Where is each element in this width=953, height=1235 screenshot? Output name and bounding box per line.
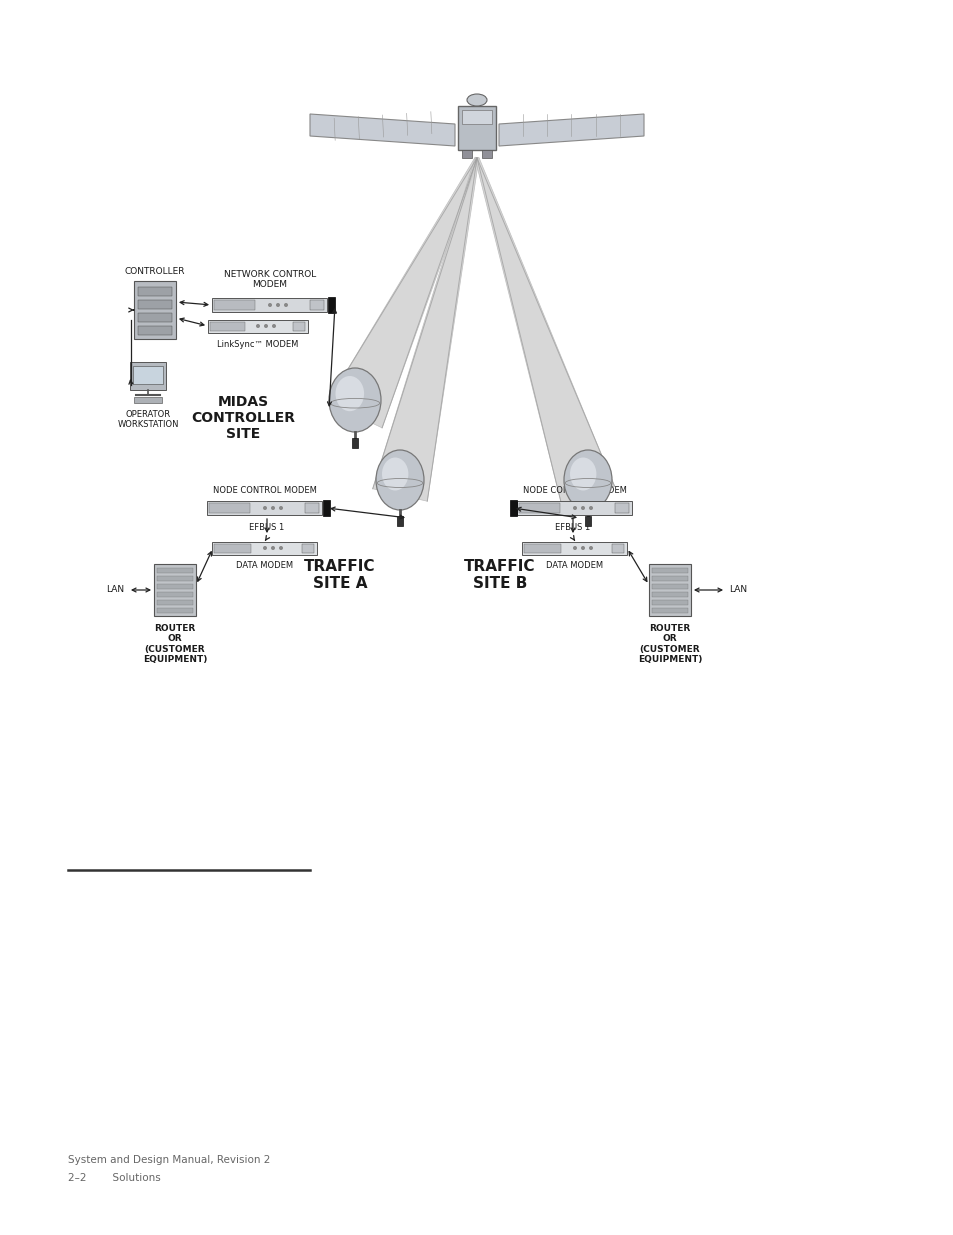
Bar [210, 321, 245, 331]
Ellipse shape [573, 546, 577, 550]
Bar [214, 543, 251, 552]
Ellipse shape [381, 457, 408, 490]
Bar [651, 576, 687, 580]
Text: EFBUS 1: EFBUS 1 [555, 524, 590, 532]
Bar [213, 298, 327, 312]
Bar [293, 321, 305, 331]
Ellipse shape [275, 303, 280, 308]
Bar [305, 503, 318, 513]
Bar [301, 543, 314, 552]
Bar [517, 501, 632, 515]
Ellipse shape [467, 94, 486, 106]
Bar [461, 149, 472, 158]
Ellipse shape [264, 324, 268, 329]
Bar [157, 600, 193, 605]
Text: 2–2        Solutions: 2–2 Solutions [68, 1173, 161, 1183]
Text: LAN: LAN [106, 585, 124, 594]
Bar [214, 300, 254, 310]
Bar [651, 600, 687, 605]
Ellipse shape [588, 506, 593, 510]
Polygon shape [310, 114, 455, 146]
Bar [457, 106, 496, 149]
Bar [138, 312, 172, 322]
Bar [396, 516, 402, 526]
Bar [153, 564, 195, 616]
Ellipse shape [263, 506, 267, 510]
Ellipse shape [375, 450, 423, 510]
Text: OPERATOR
WORKSTATION: OPERATOR WORKSTATION [117, 410, 178, 430]
Bar [208, 501, 322, 515]
Bar [138, 326, 172, 335]
Bar [651, 584, 687, 589]
Bar [157, 592, 193, 597]
Bar [323, 500, 330, 516]
Bar [615, 503, 628, 513]
Bar [510, 500, 517, 516]
Bar [519, 503, 559, 513]
Bar [310, 300, 324, 310]
Text: NODE CONTROL MODEM: NODE CONTROL MODEM [213, 487, 316, 495]
Text: DATA MODEM: DATA MODEM [236, 561, 294, 571]
Ellipse shape [580, 546, 584, 550]
Bar [651, 592, 687, 597]
Bar [522, 541, 627, 555]
Text: LinkSync™ MODEM: LinkSync™ MODEM [217, 340, 298, 350]
Polygon shape [373, 158, 478, 501]
Text: NETWORK CONTROL
MODEM: NETWORK CONTROL MODEM [224, 269, 315, 289]
Text: NODE CONTROL MODEM: NODE CONTROL MODEM [522, 487, 626, 495]
Bar [648, 564, 690, 616]
Bar [157, 568, 193, 573]
Text: MIDAS
CONTROLLER
SITE: MIDAS CONTROLLER SITE [191, 395, 294, 441]
Ellipse shape [263, 546, 267, 550]
Ellipse shape [271, 546, 274, 550]
Ellipse shape [329, 368, 380, 432]
Bar [133, 396, 162, 403]
Text: LAN: LAN [728, 585, 746, 594]
Ellipse shape [563, 450, 612, 510]
Text: ROUTER
OR
(CUSTOMER
EQUIPMENT): ROUTER OR (CUSTOMER EQUIPMENT) [143, 624, 207, 664]
Bar [524, 543, 560, 552]
Bar [133, 282, 175, 338]
Bar [132, 366, 163, 384]
Ellipse shape [588, 546, 593, 550]
Bar [651, 568, 687, 573]
Text: EFBUS 1: EFBUS 1 [249, 524, 284, 532]
Ellipse shape [284, 303, 288, 308]
Ellipse shape [335, 375, 364, 411]
Ellipse shape [271, 506, 274, 510]
Polygon shape [475, 157, 614, 504]
Bar [584, 516, 590, 526]
Text: TRAFFIC
SITE B: TRAFFIC SITE B [464, 558, 536, 592]
Ellipse shape [268, 303, 272, 308]
Text: ROUTER
OR
(CUSTOMER
EQUIPMENT): ROUTER OR (CUSTOMER EQUIPMENT) [638, 624, 701, 664]
Bar [651, 608, 687, 613]
Ellipse shape [569, 457, 596, 490]
Polygon shape [328, 157, 478, 427]
Ellipse shape [278, 546, 283, 550]
Bar [130, 362, 166, 390]
Polygon shape [498, 114, 643, 146]
Bar [611, 543, 623, 552]
Text: System and Design Manual, Revision 2: System and Design Manual, Revision 2 [68, 1155, 270, 1165]
Bar [352, 438, 357, 448]
Bar [213, 541, 317, 555]
Text: TRAFFIC
SITE A: TRAFFIC SITE A [304, 558, 375, 592]
Ellipse shape [580, 506, 584, 510]
Ellipse shape [255, 324, 260, 329]
Ellipse shape [278, 506, 283, 510]
Bar [481, 149, 492, 158]
Bar [138, 287, 172, 296]
Bar [138, 300, 172, 309]
Bar [157, 608, 193, 613]
Bar [157, 576, 193, 580]
Text: DATA MODEM: DATA MODEM [546, 561, 603, 571]
Text: CONTROLLER: CONTROLLER [125, 267, 185, 275]
Bar [208, 320, 308, 332]
Bar [157, 584, 193, 589]
Bar [461, 110, 492, 124]
Bar [328, 296, 335, 312]
Ellipse shape [573, 506, 577, 510]
Ellipse shape [272, 324, 275, 329]
Bar [210, 503, 250, 513]
